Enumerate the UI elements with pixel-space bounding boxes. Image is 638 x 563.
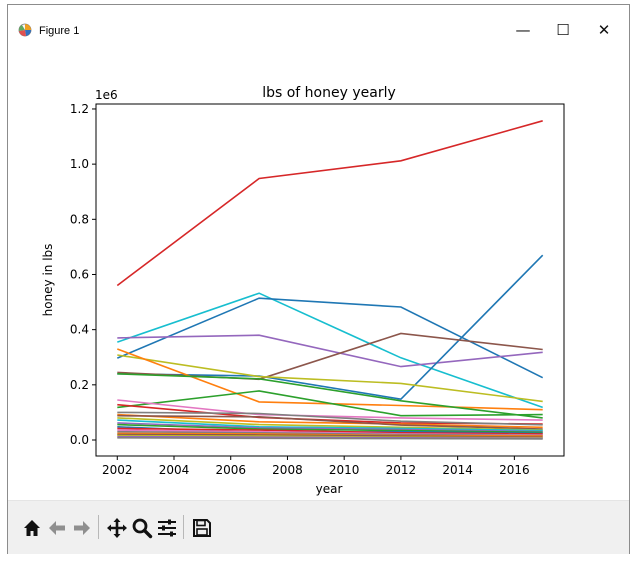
pan-button[interactable] [104,515,130,541]
series-line-21 [117,427,543,435]
pan-icon [107,518,127,538]
toolbar-separator [98,515,99,539]
series-line-11 [117,399,543,421]
x-tick-label: 2014 [442,463,473,477]
x-tick-label: 2002 [102,463,133,477]
y-tick-label: 0.4 [70,323,89,337]
x-tick-label: 2016 [499,463,530,477]
forward-arrow-icon [74,521,90,535]
plot-area-frame [95,103,565,457]
toolbar-separator [183,515,184,539]
series-line-5 [117,254,544,401]
subplots-configure-icon [158,519,176,537]
series-line-4 [117,334,543,368]
x-tick-label: 2004 [159,463,190,477]
home-button[interactable] [19,515,45,541]
series-line-3 [116,297,544,379]
matplotlib-logo-icon [18,23,32,37]
series-line-1 [116,120,543,287]
x-tick-label: 2006 [215,463,246,477]
series-line-9 [117,390,543,417]
x-tick-label: 2010 [329,463,360,477]
back-arrow-icon [49,521,65,535]
y-tick-label: 0.6 [70,267,89,281]
maximize-icon: ☐ [556,21,570,39]
series-line-18 [117,422,543,433]
window-title: Figure 1 [39,25,80,37]
x-tick-label: 2012 [386,463,417,477]
save-button[interactable] [189,515,215,541]
y-tick-label: 1.2 [70,102,89,116]
y-tick-label: 0.2 [70,378,89,392]
series-line-7 [117,354,543,403]
minimize-icon: — [515,21,531,39]
series-line-10 [117,373,543,419]
series-line-25 [117,433,543,438]
maximize-button[interactable]: ☐ [541,15,585,45]
tick-layer: 2002 2004 2006 2008 2010 2012 2014 2016 0.0 0.2 0.… [70,102,530,477]
home-icon [24,520,40,536]
series-line-13 [117,411,543,426]
y-axis-label: honey in lbs [41,244,55,317]
configure-subplots-button[interactable] [154,515,180,541]
save-icon [193,519,211,537]
navigation-toolbar [8,500,629,554]
y-tick-label: 0.8 [70,212,89,226]
close-icon: ✕ [597,21,611,39]
forward-button[interactable] [69,515,95,541]
series-line-19 [117,423,543,434]
minimize-button[interactable]: — [501,15,545,45]
series-line-15 [117,414,543,430]
series-line-2 [117,292,543,409]
title-bar: Figure 1 — ☐ ✕ [8,5,629,49]
back-button[interactable] [44,515,70,541]
x-tick-label: 2008 [272,463,303,477]
series-line-28 [117,436,543,440]
series-line-14 [117,413,543,429]
y-tick-label: 0.0 [70,433,89,447]
zoom-icon [132,518,153,539]
line-chart: lbs of honey yearly 1e6 year honey in lb… [41,85,565,496]
x-axis-label: year [316,482,343,496]
zoom-button[interactable] [129,515,155,541]
series-line-23 [117,430,543,437]
series-layer [116,120,544,440]
y-tick-label: 1.0 [70,157,89,171]
series-line-17 [117,419,543,432]
chart-title: lbs of honey yearly [262,85,396,101]
figure-canvas[interactable]: lbs of honey yearly 1e6 year honey in lb… [8,49,629,499]
y-offset-label: 1e6 [95,88,118,102]
figure-window: Figure 1 — ☐ ✕ lbs of honey yearly 1e6 y… [7,4,630,554]
close-button[interactable]: ✕ [582,15,626,45]
